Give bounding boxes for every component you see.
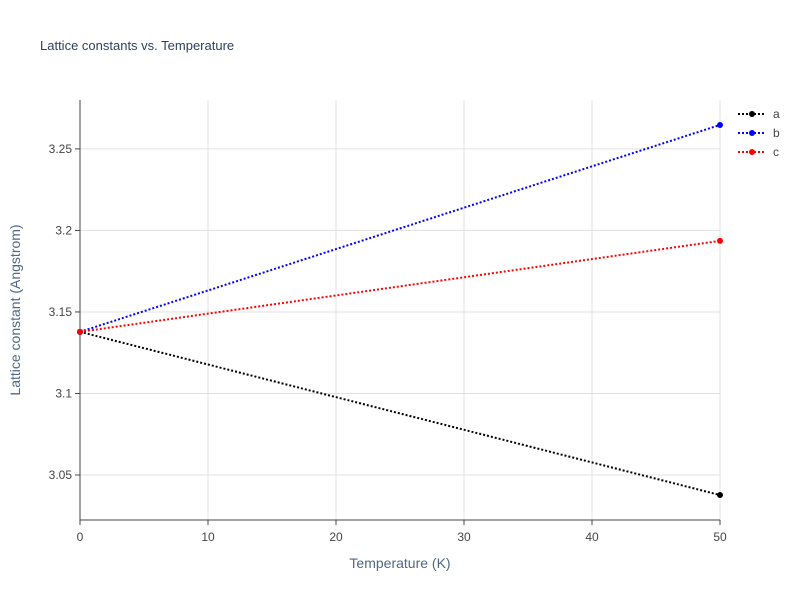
y-tick-label: 3.05 <box>49 468 73 482</box>
legend-marker <box>749 111 755 117</box>
x-tick-label: 30 <box>457 530 471 544</box>
point <box>717 237 723 244</box>
series-line <box>79 330 721 497</box>
x-tick-label: 40 <box>585 530 599 544</box>
y-tick-label: 3.25 <box>49 142 73 156</box>
x-tick-label: 20 <box>329 530 343 544</box>
y-tick-label: 3.1 <box>55 386 72 400</box>
y-tick-label: 3.2 <box>55 223 72 237</box>
point <box>77 328 83 335</box>
chart-title: Lattice constants vs. Temperature <box>40 38 234 53</box>
x-tick-label: 50 <box>713 530 727 544</box>
x-tick-label: 10 <box>201 530 215 544</box>
y-tick-label: 3.15 <box>49 305 73 319</box>
point <box>717 492 723 499</box>
series-line <box>79 239 721 333</box>
legend-marker <box>749 130 755 136</box>
series-line <box>79 123 721 333</box>
y-axis-label: Lattice constant (Angstrom) <box>7 224 23 395</box>
legend-label: a <box>773 107 780 121</box>
x-tick-label: 0 <box>77 530 84 544</box>
legend-label: c <box>773 145 779 159</box>
legend-label: b <box>773 126 780 140</box>
point <box>717 121 723 128</box>
legend-marker <box>749 149 755 155</box>
x-axis-label: Temperature (K) <box>349 555 450 571</box>
